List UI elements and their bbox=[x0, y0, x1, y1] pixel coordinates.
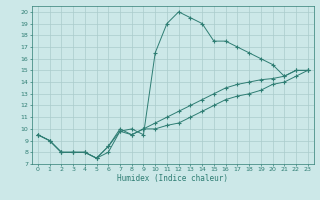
X-axis label: Humidex (Indice chaleur): Humidex (Indice chaleur) bbox=[117, 174, 228, 183]
